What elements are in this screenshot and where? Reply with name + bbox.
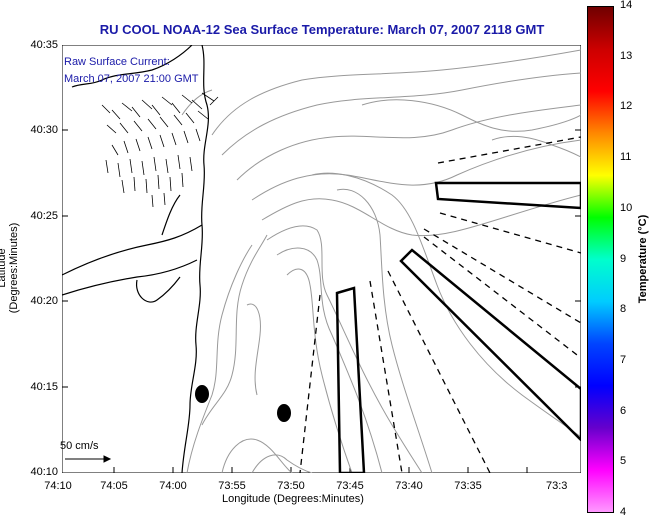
current-vectors bbox=[101, 92, 219, 208]
x-axis-title: Longitude (Degrees:Minutes) bbox=[222, 493, 364, 505]
x-tick-label: 73:45 bbox=[336, 480, 364, 492]
x-tick-label: 74:05 bbox=[100, 480, 128, 492]
bathymetry-contours bbox=[181, 49, 581, 473]
colorbar-tick-label: 7 bbox=[620, 353, 627, 366]
y-tick-label: 40:15 bbox=[30, 381, 58, 393]
x-tick-label: 73:50 bbox=[277, 480, 305, 492]
y-tick-label: 40:30 bbox=[30, 124, 58, 136]
coastline bbox=[62, 45, 209, 473]
colorbar-tick-label: 10 bbox=[620, 201, 633, 214]
station-marker bbox=[195, 385, 209, 403]
map-title: RU COOL NOAA-12 Sea Surface Temperature:… bbox=[99, 22, 545, 37]
y-tick-label: 40:35 bbox=[30, 39, 58, 51]
scale-arrow bbox=[65, 455, 112, 463]
x-tick-label: 73:35 bbox=[454, 480, 482, 492]
colorbar-tick-label: 12 bbox=[620, 100, 633, 113]
colorbar-tick-label: 8 bbox=[620, 303, 627, 316]
colorbar-tick-label: 6 bbox=[620, 404, 627, 417]
colorbar-tick-label: 9 bbox=[620, 252, 627, 265]
radar-beams-dashed bbox=[299, 136, 581, 473]
x-tick-label: 73:40 bbox=[395, 480, 423, 492]
x-tick-label: 73:3 bbox=[546, 480, 568, 492]
raw-current-time: March 07, 2007 21:00 GMT bbox=[64, 73, 199, 85]
x-tick-label: 74:00 bbox=[159, 480, 187, 492]
colorbar-tick-label: 14 bbox=[620, 0, 633, 11]
colorbar-tick-label: 13 bbox=[620, 49, 633, 62]
temperature-colorbar bbox=[587, 6, 614, 513]
radar-beams-solid bbox=[335, 181, 581, 473]
map-plot-area bbox=[62, 45, 581, 473]
x-tick-label: 74:10 bbox=[44, 480, 72, 492]
y-tick-label: 40:20 bbox=[30, 295, 58, 307]
scale-arrow-label: 50 cm/s bbox=[60, 440, 99, 452]
raw-current-title: Raw Surface Current: bbox=[64, 56, 170, 68]
raw-current-label: Raw Surface Current: March 07, 2007 21:0… bbox=[64, 54, 199, 88]
y-axis-title: Latitude (Degrees:Minutes) bbox=[0, 222, 20, 314]
station-marker bbox=[277, 404, 291, 422]
colorbar-tick-label: 5 bbox=[620, 455, 627, 468]
y-tick-label: 40:25 bbox=[30, 210, 58, 222]
y-tick-label: 40:10 bbox=[30, 466, 58, 478]
colorbar-tick-label: 11 bbox=[620, 151, 632, 164]
x-tick-label: 73:55 bbox=[218, 480, 246, 492]
colorbar-tick-label: 4 bbox=[620, 506, 627, 518]
